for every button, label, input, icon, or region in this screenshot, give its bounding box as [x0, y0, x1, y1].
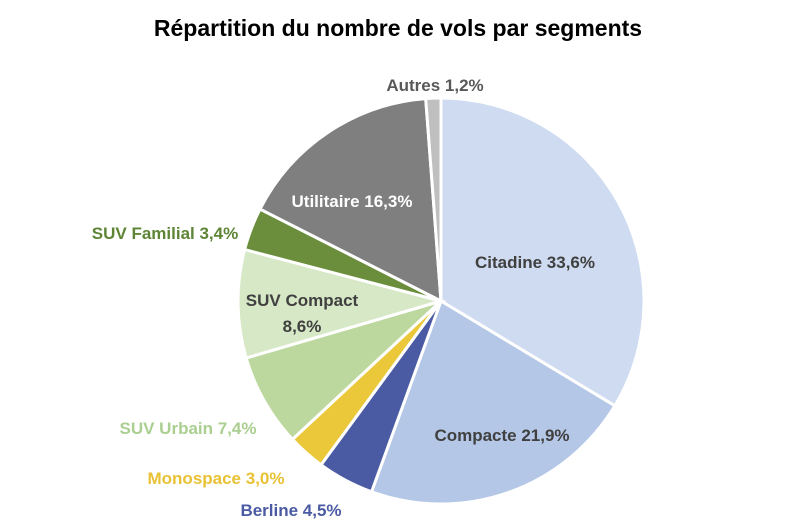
pie-slice-utilitaire [258, 96, 443, 304]
data-label-compacte: Compacte 21,9% [434, 426, 569, 445]
chart-title: Répartition du nombre de vols par segmen… [154, 15, 642, 41]
data-label-suv-compact: SUV Compact 8,6% [246, 291, 359, 336]
data-label-suv-familial: SUV Familial 3,4% [92, 224, 238, 243]
data-label-utilitaire: Utilitaire 16,3% [292, 192, 413, 211]
data-label-berline: Berline 4,5% [240, 501, 341, 520]
pie-slice-autres [424, 96, 443, 302]
data-label-citadine: Citadine 33,6% [475, 253, 595, 272]
pie-slice-compacte [369, 298, 617, 506]
data-label-monospace: Monospace 3,0% [148, 469, 285, 488]
data-label-autres: Autres 1,2% [386, 76, 483, 95]
data-label-suv-urbain: SUV Urbain 7,4% [120, 419, 257, 438]
pie-slice-citadine [439, 96, 646, 408]
pie-slice-suv-compact [236, 247, 447, 360]
